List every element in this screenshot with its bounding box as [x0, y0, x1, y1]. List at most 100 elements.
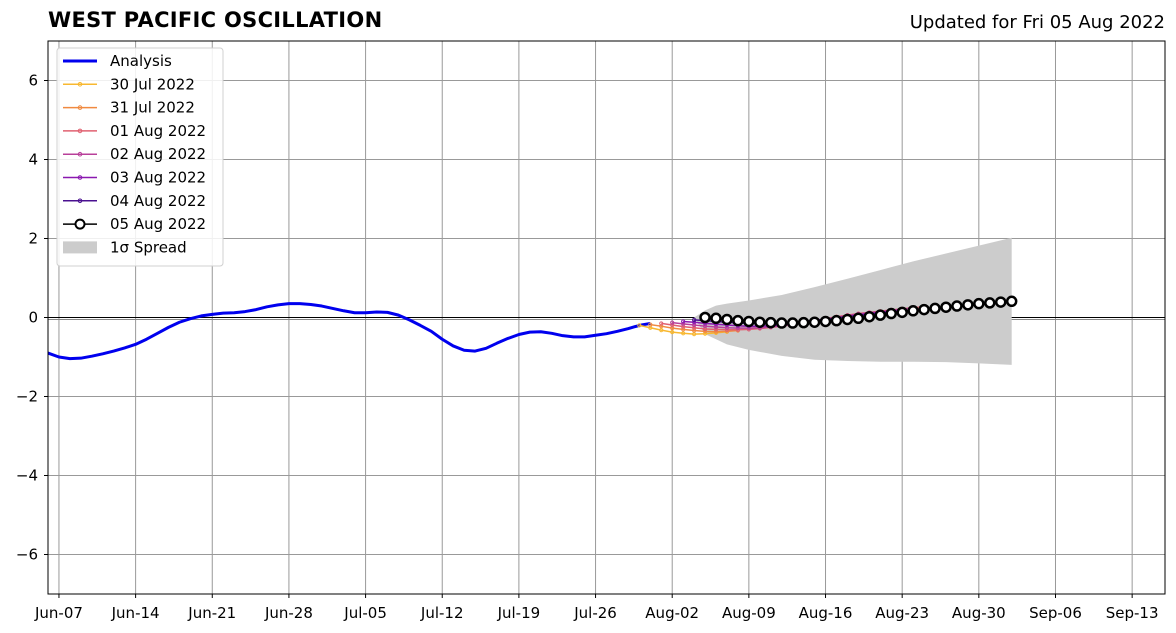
forecast-point	[765, 316, 777, 329]
analysis-line	[47, 302, 651, 361]
series-2	[648, 322, 741, 334]
x-tick-label: Aug-30	[952, 604, 1006, 622]
legend-item: 01 Aug 2022	[63, 122, 206, 140]
legend-item: 1σ Spread	[63, 238, 187, 256]
forecast-point	[699, 311, 711, 324]
x-tick-label: Jun-21	[187, 604, 236, 622]
forecast-point	[637, 323, 642, 328]
forecast-point	[808, 316, 821, 328]
legend-marker	[77, 151, 83, 157]
forecast-point	[940, 301, 952, 313]
forecast-point	[659, 328, 664, 333]
legend-label: Analysis	[110, 52, 172, 70]
forecast-point	[713, 329, 719, 334]
forecast-point	[951, 300, 963, 312]
x-tick-label: Aug-09	[722, 604, 776, 622]
forecast-point	[713, 327, 719, 332]
x-tick-label: Sep-06	[1029, 604, 1082, 622]
x-tick-label: Jul-05	[343, 604, 387, 622]
forecast-point	[735, 326, 741, 331]
forecast-point	[659, 321, 664, 326]
legend-marker	[77, 82, 83, 87]
forecast-line	[650, 323, 738, 333]
legend-label: 31 Jul 2022	[110, 99, 195, 117]
legend: Analysis 30 Jul 2022 31 Jul 2022 01 Aug 202…	[56, 47, 224, 267]
spread-band	[694, 237, 1012, 365]
legend-label: 05 Aug 2022	[110, 215, 206, 233]
forecast-point	[702, 331, 708, 336]
y-tick-label: −4	[16, 467, 38, 485]
series-7	[699, 295, 1018, 329]
x-tick-label: Aug-23	[875, 604, 929, 622]
legend-marker	[77, 128, 83, 134]
forecast-point	[852, 312, 865, 325]
forecast-point	[973, 297, 985, 310]
forecast-point	[896, 306, 908, 319]
forecast-point	[830, 314, 843, 327]
forecast-point	[710, 312, 722, 325]
legend-swatch	[63, 241, 97, 254]
y-tick-label: 2	[28, 230, 38, 248]
chart-title: WEST PACIFIC OSCILLATION	[48, 8, 383, 32]
legend-label: 03 Aug 2022	[110, 169, 206, 187]
forecast-point	[670, 320, 675, 325]
legend-label: 30 Jul 2022	[110, 75, 195, 93]
series-0	[47, 302, 651, 361]
forecast-point	[863, 310, 876, 323]
forecast-point	[648, 322, 653, 327]
x-tick-label: Jul-26	[573, 604, 617, 622]
forecast-point	[681, 321, 686, 326]
legend-item: 04 Aug 2022	[63, 192, 206, 210]
forecast-point	[1005, 295, 1018, 308]
forecast-point	[918, 303, 930, 316]
legend-marker	[77, 198, 83, 204]
forecast-point	[721, 313, 733, 326]
forecast-point	[754, 316, 766, 328]
legend-label: 01 Aug 2022	[110, 122, 206, 140]
legend-marker	[77, 175, 83, 180]
x-tick-label: Aug-02	[645, 604, 699, 622]
forecast-point	[841, 313, 854, 326]
forecast-line	[639, 324, 728, 335]
x-tick-label: Jun-28	[264, 604, 313, 622]
forecast-point	[732, 314, 744, 327]
plot-frame	[47, 40, 1166, 595]
x-tick-label: Sep-13	[1106, 604, 1159, 622]
x-tick-label: Jun-07	[34, 604, 83, 622]
forecast-point	[681, 319, 686, 324]
forecast-point	[929, 302, 941, 315]
x-tick-label: Jun-14	[111, 604, 160, 622]
forecast-point	[692, 317, 697, 322]
chart-subtitle: Updated for Fri 05 Aug 2022	[909, 12, 1165, 33]
forecast-point	[775, 317, 788, 329]
forecast-point	[994, 296, 1007, 308]
forecast-point	[797, 316, 810, 329]
forecast-point	[874, 309, 887, 321]
y-tick-label: −2	[16, 388, 38, 406]
y-tick-label: 0	[28, 309, 38, 327]
forecast-point	[907, 305, 919, 317]
x-tick-label: Jul-12	[420, 604, 464, 622]
legend-marker	[77, 105, 83, 110]
legend-item: 30 Jul 2022	[63, 75, 195, 93]
legend-marker	[74, 218, 86, 230]
x-tick-label: Jul-19	[497, 604, 541, 622]
legend-item: Analysis	[63, 52, 172, 70]
legend-label: 02 Aug 2022	[110, 145, 206, 163]
forecast-point	[786, 317, 799, 329]
forecast-point	[692, 320, 697, 325]
legend-item: 31 Jul 2022	[63, 99, 195, 117]
legend-item: 02 Aug 2022	[63, 145, 206, 163]
legend-item: 05 Aug 2022	[63, 215, 206, 233]
forecast-point	[702, 329, 708, 334]
y-tick-label: −6	[16, 546, 38, 564]
forecast-point	[819, 315, 832, 328]
forecast-point	[885, 307, 897, 320]
legend-label: 04 Aug 2022	[110, 192, 206, 210]
y-tick-label: 4	[28, 151, 38, 169]
forecast-point	[670, 322, 675, 328]
legend-label: 1σ Spread	[110, 238, 187, 256]
y-tick-label: 6	[28, 72, 38, 90]
legend-box	[56, 47, 224, 267]
